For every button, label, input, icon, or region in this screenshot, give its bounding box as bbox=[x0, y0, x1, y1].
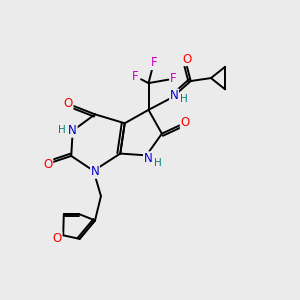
Text: N: N bbox=[91, 165, 99, 178]
Text: O: O bbox=[52, 232, 62, 245]
Text: O: O bbox=[64, 97, 73, 110]
Text: N: N bbox=[170, 89, 178, 102]
Text: F: F bbox=[132, 70, 139, 83]
Text: N: N bbox=[68, 124, 77, 137]
Text: O: O bbox=[44, 158, 53, 171]
Text: N: N bbox=[143, 152, 152, 165]
Text: O: O bbox=[180, 116, 190, 129]
Text: H: H bbox=[154, 158, 162, 168]
Text: F: F bbox=[151, 56, 158, 69]
Text: H: H bbox=[58, 125, 66, 135]
Text: H: H bbox=[180, 94, 188, 103]
Text: F: F bbox=[170, 72, 176, 85]
Text: O: O bbox=[182, 52, 191, 65]
